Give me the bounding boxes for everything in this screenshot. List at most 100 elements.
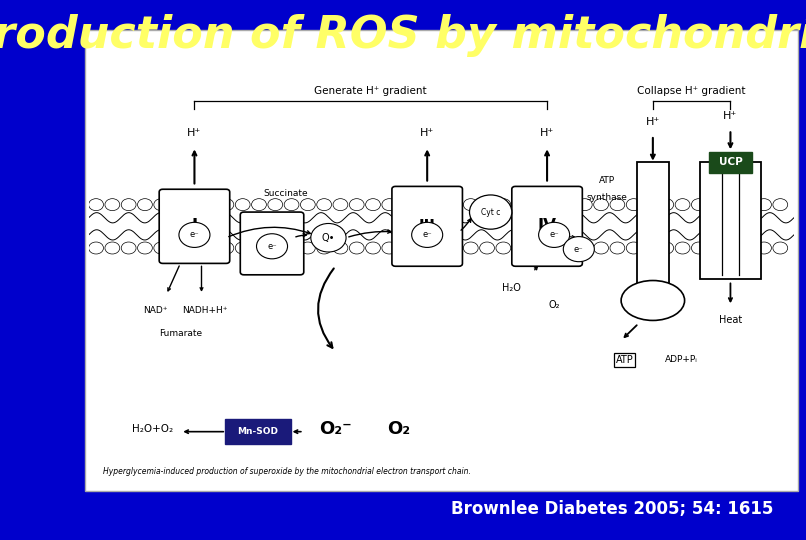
FancyBboxPatch shape xyxy=(512,186,582,266)
Circle shape xyxy=(538,222,570,247)
Text: e⁻: e⁻ xyxy=(189,231,199,239)
Text: H⁺: H⁺ xyxy=(646,117,660,126)
Circle shape xyxy=(412,222,442,247)
Circle shape xyxy=(333,199,348,211)
Text: Mn-SOD: Mn-SOD xyxy=(238,427,278,436)
Circle shape xyxy=(773,242,787,254)
Text: Brownlee Diabetes 2005; 54: 1615: Brownlee Diabetes 2005; 54: 1615 xyxy=(451,501,774,518)
Text: Succinate: Succinate xyxy=(264,189,309,198)
Circle shape xyxy=(480,199,494,211)
Circle shape xyxy=(398,199,413,211)
Circle shape xyxy=(430,242,446,254)
Text: I: I xyxy=(191,217,197,235)
Circle shape xyxy=(366,199,380,211)
Text: Heat: Heat xyxy=(719,315,742,325)
FancyBboxPatch shape xyxy=(392,186,463,266)
Circle shape xyxy=(659,242,674,254)
Circle shape xyxy=(414,242,430,254)
Circle shape xyxy=(202,199,218,211)
Circle shape xyxy=(186,199,202,211)
Circle shape xyxy=(235,199,250,211)
Text: synthase: synthase xyxy=(587,193,627,202)
Circle shape xyxy=(170,199,185,211)
Circle shape xyxy=(138,242,152,254)
Circle shape xyxy=(366,242,380,254)
Circle shape xyxy=(219,242,234,254)
Text: Fumarate: Fumarate xyxy=(159,329,202,338)
Circle shape xyxy=(447,242,462,254)
Text: ATP: ATP xyxy=(616,355,634,365)
Text: Q•: Q• xyxy=(322,233,335,243)
Circle shape xyxy=(708,199,722,211)
Circle shape xyxy=(235,242,250,254)
Circle shape xyxy=(382,199,397,211)
Circle shape xyxy=(251,242,267,254)
Circle shape xyxy=(692,199,706,211)
Text: Generate H⁺ gradient: Generate H⁺ gradient xyxy=(314,86,427,96)
Text: H⁺: H⁺ xyxy=(187,128,202,138)
Circle shape xyxy=(398,242,413,254)
Text: H⁺: H⁺ xyxy=(420,128,434,138)
Circle shape xyxy=(724,199,739,211)
Circle shape xyxy=(349,242,364,254)
Circle shape xyxy=(642,199,658,211)
Text: Collapse H⁺ gradient: Collapse H⁺ gradient xyxy=(638,86,746,96)
Circle shape xyxy=(741,242,755,254)
Text: III: III xyxy=(419,219,435,234)
Circle shape xyxy=(594,199,609,211)
Circle shape xyxy=(757,242,771,254)
Text: H₂O: H₂O xyxy=(502,284,521,293)
Circle shape xyxy=(105,242,120,254)
Text: e⁻: e⁻ xyxy=(268,242,276,251)
Circle shape xyxy=(333,242,348,254)
Circle shape xyxy=(545,242,559,254)
Text: e⁻: e⁻ xyxy=(574,245,584,254)
Circle shape xyxy=(594,242,609,254)
Circle shape xyxy=(675,242,690,254)
Circle shape xyxy=(89,242,103,254)
Circle shape xyxy=(121,242,136,254)
Circle shape xyxy=(202,242,218,254)
Circle shape xyxy=(692,242,706,254)
Text: O₂⁻: O₂⁻ xyxy=(319,420,352,438)
Circle shape xyxy=(577,199,592,211)
Text: II: II xyxy=(267,237,277,251)
Circle shape xyxy=(219,199,234,211)
Circle shape xyxy=(179,222,210,247)
Circle shape xyxy=(317,242,331,254)
Circle shape xyxy=(659,199,674,211)
Circle shape xyxy=(724,242,739,254)
Text: Hyperglycemia-induced production of superoxide by the mitochondrial electron tra: Hyperglycemia-induced production of supe… xyxy=(103,467,471,476)
Text: H⁺: H⁺ xyxy=(540,128,555,138)
Text: e⁻: e⁻ xyxy=(550,231,559,239)
Text: O₂: O₂ xyxy=(548,300,560,310)
Circle shape xyxy=(463,199,478,211)
Circle shape xyxy=(469,195,512,229)
Circle shape xyxy=(561,242,576,254)
Circle shape xyxy=(105,199,120,211)
Circle shape xyxy=(561,199,576,211)
Circle shape xyxy=(529,242,543,254)
Circle shape xyxy=(626,199,641,211)
Circle shape xyxy=(496,199,511,211)
Circle shape xyxy=(463,242,478,254)
Text: NADH+H⁺: NADH+H⁺ xyxy=(182,306,228,315)
Text: H⁺: H⁺ xyxy=(723,111,737,121)
Text: IV: IV xyxy=(538,217,557,235)
Circle shape xyxy=(311,224,346,252)
Circle shape xyxy=(414,199,430,211)
Circle shape xyxy=(480,242,494,254)
FancyBboxPatch shape xyxy=(160,189,230,264)
Circle shape xyxy=(496,242,511,254)
Circle shape xyxy=(757,199,771,211)
Circle shape xyxy=(773,199,787,211)
Circle shape xyxy=(251,199,267,211)
Text: e⁻: e⁻ xyxy=(422,231,432,239)
Circle shape xyxy=(256,234,288,259)
Circle shape xyxy=(513,199,527,211)
FancyBboxPatch shape xyxy=(700,162,761,279)
Circle shape xyxy=(430,199,446,211)
Text: Production of ROS by mitochondria: Production of ROS by mitochondria xyxy=(0,14,806,57)
Circle shape xyxy=(741,199,755,211)
Circle shape xyxy=(268,242,283,254)
